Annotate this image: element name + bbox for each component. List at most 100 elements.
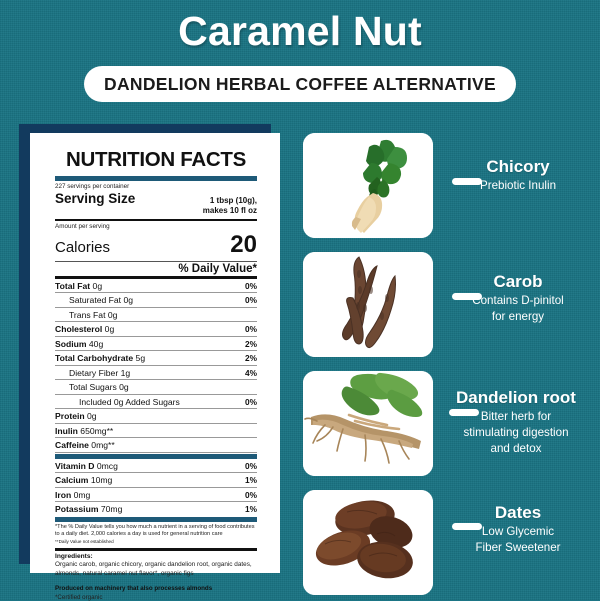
serving-size-row: Serving Size 1 tbsp (10g), makes 10 fl o…	[55, 191, 257, 216]
row-divider	[55, 292, 257, 294]
micronutrient-daily-value: 0%	[245, 460, 257, 471]
micronutrient-row: Potassium 70mg 1%	[55, 502, 257, 516]
divider-medium-2	[55, 276, 257, 279]
serving-size-value: 1 tbsp (10g), makes 10 fl oz	[203, 196, 257, 216]
connector-dash-carob	[452, 293, 482, 300]
micronutrient-rows: Vitamin D 0mcg 0% Calcium 10mg 1% Iron 0mg 0%…	[55, 459, 257, 516]
nutrient-name: Sodium 40g	[55, 338, 104, 349]
row-divider	[55, 393, 257, 395]
nutrient-row: Total Fat 0g 0%	[55, 279, 257, 293]
connector-dash-dates	[452, 523, 482, 530]
callout-chicory-title: Chicory	[486, 157, 550, 176]
micronutrient-row: Iron 0mg 0%	[55, 488, 257, 502]
nutrient-row: Protein 0g	[55, 409, 257, 423]
row-divider	[55, 437, 257, 439]
nutrient-row: Trans Fat 0g	[55, 308, 257, 322]
callout-dates-description-line1: Low Glycemic	[481, 524, 555, 538]
nutrient-row: Cholesterol 0g 0%	[55, 322, 257, 336]
chicory-root-photo	[303, 133, 433, 238]
micronutrient-daily-value: 0%	[245, 489, 257, 500]
callout-dandelion-root-description-line3: and detox	[490, 442, 542, 456]
nutrient-daily-value: 0%	[245, 295, 257, 306]
calories-value: 20	[230, 231, 257, 259]
serving-size-label: Serving Size	[55, 190, 136, 206]
callout-dates: Dates Low Glycemic Fiber Sweetener	[442, 503, 594, 555]
serving-size-line1: 1 tbsp (10g),	[209, 195, 257, 205]
nutrient-name: Total Sugars 0g	[69, 382, 129, 393]
dates-illustration	[303, 490, 433, 595]
allergen-note: Produced on machinery that also processe…	[55, 585, 213, 593]
nutrition-facts-title: NUTRITION FACTS	[66, 148, 246, 171]
nutrition-facts-panel: NUTRITION FACTS 227 servings per contain…	[30, 133, 280, 601]
row-divider	[55, 408, 257, 410]
row-divider	[55, 364, 257, 366]
nutrient-rows: Total Fat 0g 0% Saturated Fat 0g 0% Trans Fa…	[55, 279, 257, 453]
nutrient-daily-value: 0%	[245, 324, 257, 335]
row-divider	[55, 379, 257, 381]
row-divider	[55, 321, 257, 323]
nutrient-name: Total Carbohydrate 5g	[55, 353, 146, 364]
dandelion-root-photo	[303, 371, 433, 476]
nutrient-row: Total Sugars 0g	[55, 380, 257, 394]
row-divider	[55, 472, 257, 474]
nutrient-name: Trans Fat 0g	[69, 309, 118, 320]
micronutrient-name: Calcium 10mg	[55, 475, 113, 486]
carob-pods-illustration	[303, 252, 433, 357]
callout-dandelion-root-description-line1: Bitter herb for	[480, 409, 552, 423]
row-divider	[55, 422, 257, 424]
connector-dash-dandelion	[449, 409, 479, 416]
subtitle-pill: DANDELION HERBAL COFFEE ALTERNATIVE	[84, 66, 516, 102]
callout-carob-title: Carob	[493, 272, 543, 291]
row-divider	[55, 350, 257, 352]
divider-thick	[55, 176, 257, 181]
daily-value-header: % Daily Value*	[178, 263, 257, 276]
subtitle-text: DANDELION HERBAL COFFEE ALTERNATIVE	[104, 73, 496, 94]
divider-medium	[55, 218, 257, 222]
micronutrient-daily-value: 1%	[245, 504, 257, 515]
nutrient-row: Dietary Fiber 1g 4%	[55, 366, 257, 380]
nutrient-name: Cholesterol 0g	[55, 324, 115, 335]
ingredients-heading: Ingredients:	[55, 552, 93, 560]
nutrient-name: Caffeine 0mg**	[55, 440, 115, 451]
row-divider	[55, 486, 257, 488]
callout-chicory-description: Prebiotic Inulin	[479, 178, 557, 192]
dates-photo	[303, 490, 433, 595]
daily-value-footnote-2: **Daily Value not established	[55, 539, 114, 544]
dandelion-root-illustration	[303, 371, 433, 476]
divider-thin-1	[55, 261, 257, 263]
callout-dates-title: Dates	[494, 503, 542, 522]
servings-per-container: 227 servings per container	[55, 183, 130, 190]
nutrient-row: Included 0g Added Sugars 0%	[55, 395, 257, 409]
nutrient-name: Inulin 650mg**	[55, 425, 114, 436]
micronutrient-name: Iron 0mg	[55, 489, 91, 500]
connector-dash-chicory	[452, 178, 482, 185]
nutrient-name: Total Fat 0g	[55, 280, 103, 291]
micronutrient-daily-value: 1%	[245, 475, 257, 486]
calories-row: Calories 20	[55, 231, 257, 259]
calories-label: Calories	[55, 239, 111, 257]
divider-thick-3	[55, 516, 257, 522]
divider-medium-3	[55, 547, 257, 551]
callout-dandelion-root: Dandelion root Bitter herb for stimulati…	[435, 388, 597, 456]
carob-pods-photo	[303, 252, 433, 357]
callout-chicory: Chicory Prebiotic Inulin	[442, 157, 594, 193]
callout-carob-description-line2: for energy	[491, 309, 545, 323]
nutrient-row: Sodium 40g 2%	[55, 337, 257, 351]
ingredients-body: Organic carob, organic chicory, organic …	[55, 560, 252, 577]
nutrient-name: Protein 0g	[55, 411, 97, 422]
callout-carob: Carob Contains D-pinitol for energy	[442, 272, 594, 324]
nutrient-daily-value: 0%	[245, 280, 257, 291]
nutrient-name: Included 0g Added Sugars	[79, 396, 180, 407]
row-divider	[55, 306, 257, 308]
nutrient-daily-value: 2%	[245, 353, 257, 364]
callout-carob-description-line1: Contains D-pinitol	[472, 293, 564, 307]
nutrient-row: Caffeine 0mg**	[55, 438, 257, 452]
nutrient-daily-value: 0%	[245, 396, 257, 407]
nutrient-daily-value: 2%	[245, 338, 257, 349]
nutrient-row: Saturated Fat 0g 0%	[55, 293, 257, 307]
row-divider	[55, 335, 257, 337]
callout-dates-description-line2: Fiber Sweetener	[475, 540, 561, 554]
nutrient-daily-value: 4%	[245, 367, 257, 378]
amount-per-serving-label: Amount per serving	[55, 223, 110, 231]
